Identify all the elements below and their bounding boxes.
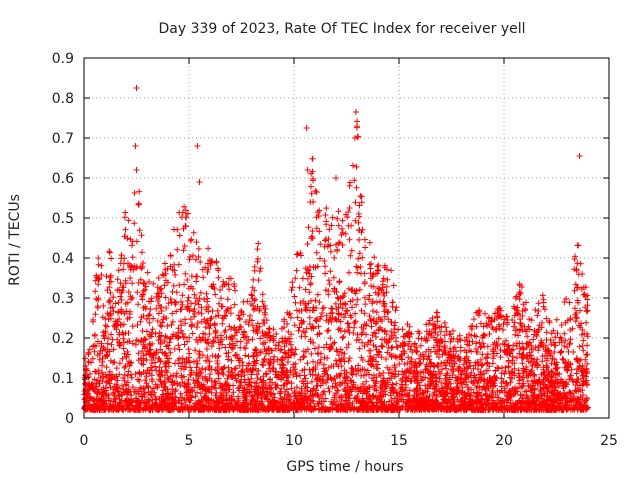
roti-outlier-point [351, 135, 358, 141]
y-tick-label: 0.1 [52, 371, 74, 387]
roti-point-cloud [81, 118, 591, 413]
y-tick-label: 0.4 [52, 251, 74, 267]
roti-outlier-point [132, 143, 139, 149]
y-tick-label: 0.7 [52, 131, 74, 147]
roti-outlier-point [333, 175, 339, 181]
roti-outlier-point [352, 109, 359, 115]
y-tick-label: 0.3 [52, 291, 74, 307]
plot-frame [83, 57, 610, 419]
roti-outlier-point [133, 167, 140, 173]
x-tick-label: 20 [495, 433, 513, 449]
chart-title: Day 339 of 2023, Rate Of TEC Index for r… [158, 21, 525, 37]
roti-outlier-point [303, 125, 310, 131]
roti-outlier-point [194, 143, 201, 149]
axis-ticks: 0 0.1 0.2 0.3 0.4 0.5 0.6 0.7 0.8 0.9 0 5 10 15 20 25 [52, 51, 618, 449]
x-tick-label: 10 [285, 433, 303, 449]
roti-outlier-point [133, 85, 140, 91]
data-points [81, 85, 591, 413]
x-tick-label: 15 [390, 433, 408, 449]
y-tick-label: 0.9 [52, 51, 74, 67]
x-tick-label: 25 [600, 433, 618, 449]
y-tick-label: 0.8 [52, 91, 74, 107]
y-tick-label: 0.5 [52, 211, 74, 227]
y-axis-label: ROTI / TECUs [7, 194, 23, 286]
roti-outlier-point [304, 167, 311, 173]
y-tick-label: 0.2 [52, 331, 74, 347]
x-tick-label: 5 [185, 433, 194, 449]
x-tick-label: 0 [80, 433, 89, 449]
roti-outlier-point [196, 179, 203, 185]
y-tick-label: 0.6 [52, 171, 74, 187]
y-tick-label: 0 [65, 411, 74, 427]
roti-outlier-point [576, 153, 583, 159]
x-axis-label: GPS time / hours [286, 459, 403, 475]
